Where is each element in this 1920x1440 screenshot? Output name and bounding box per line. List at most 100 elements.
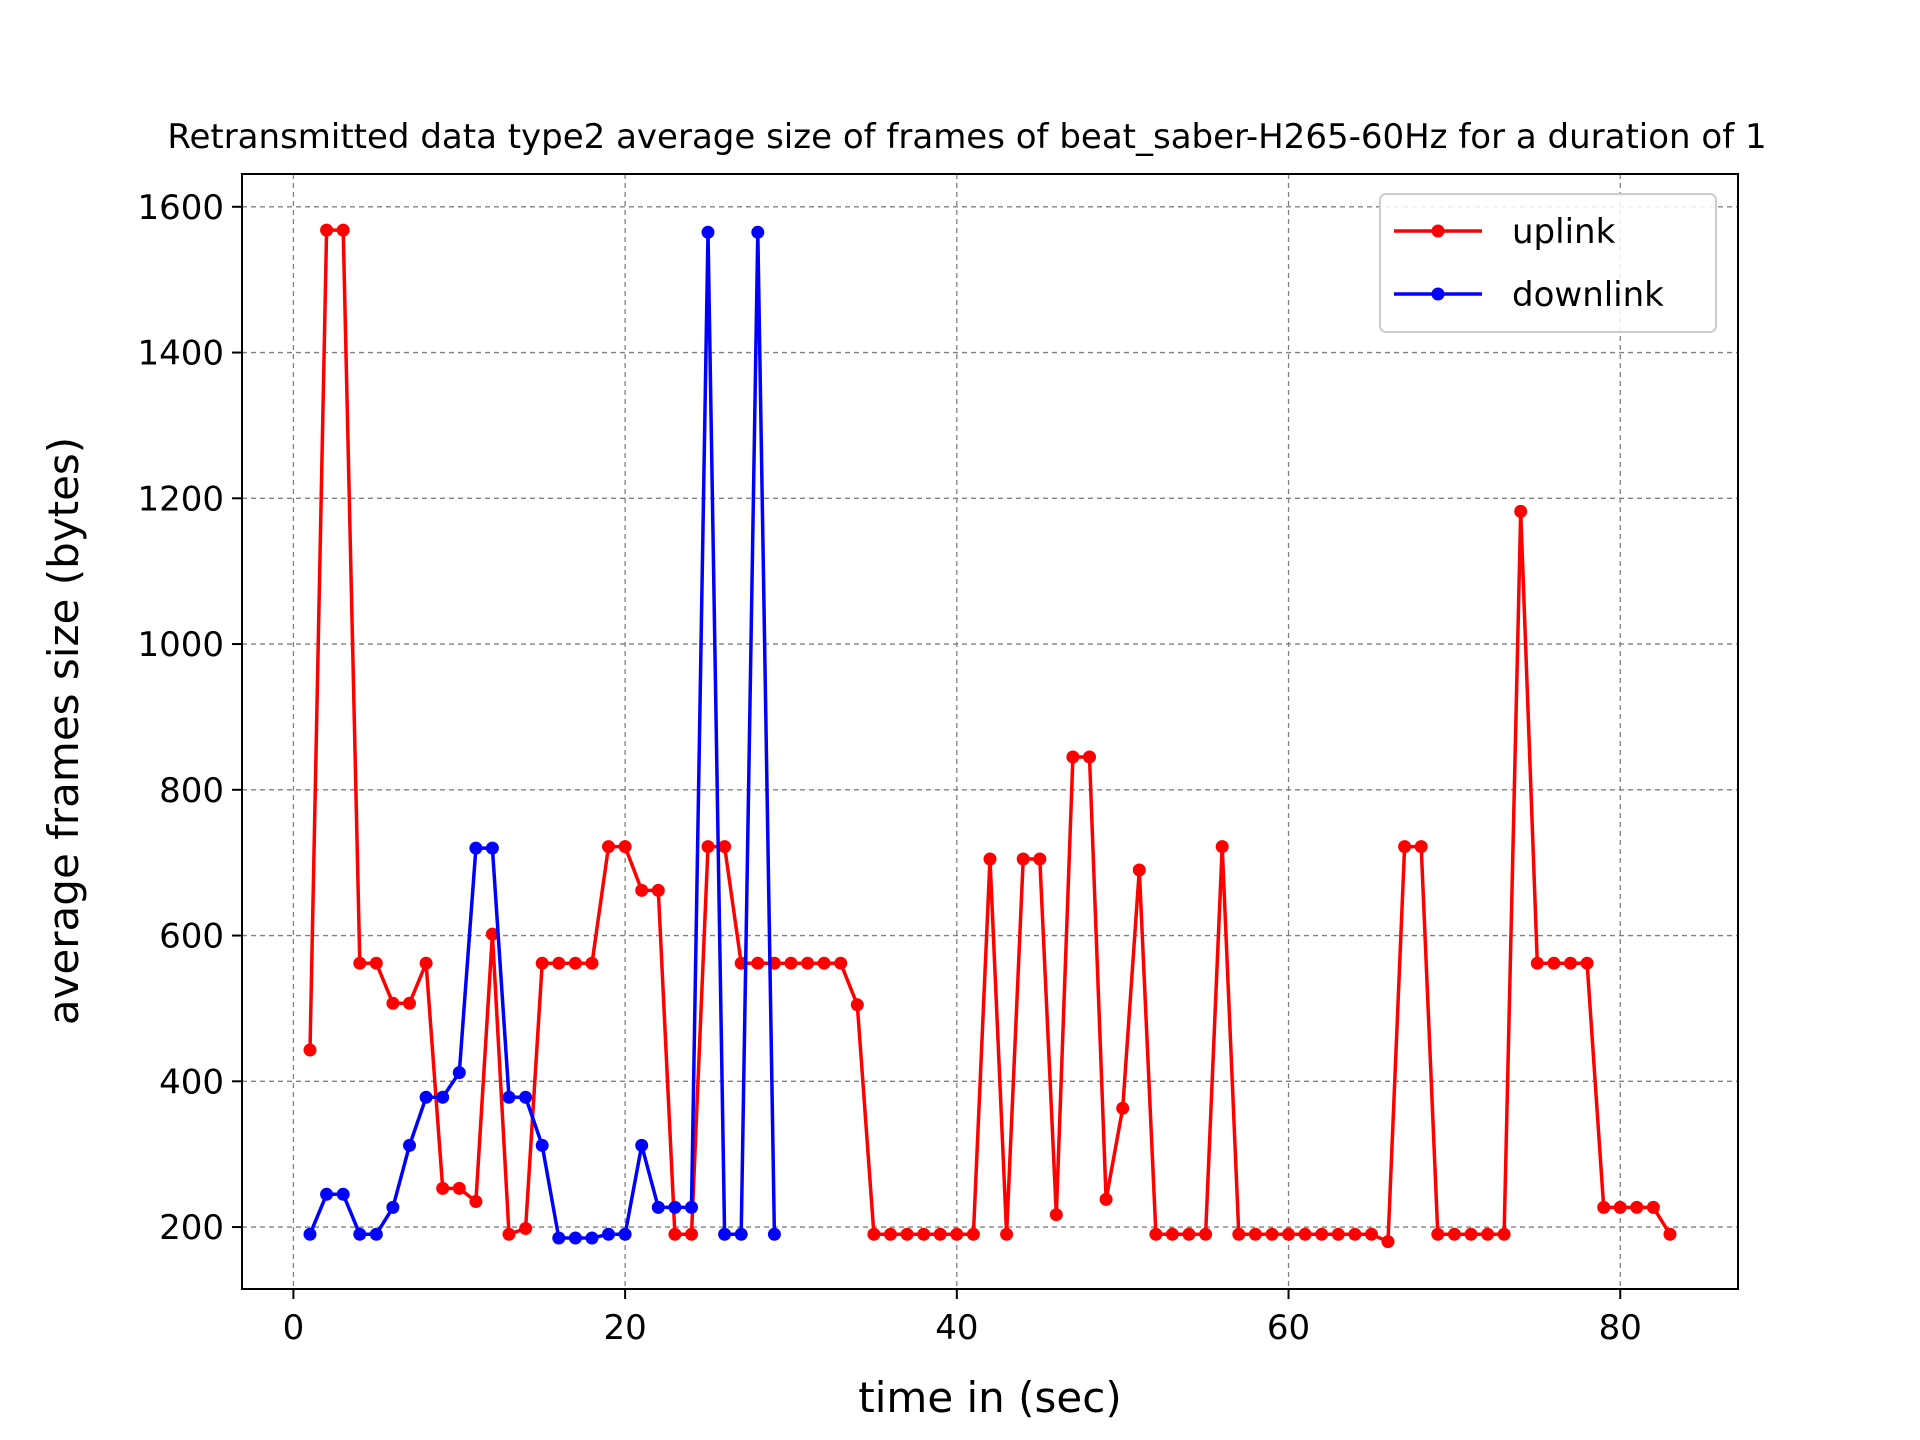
uplink-point (1381, 1235, 1395, 1249)
uplink-point (1497, 1227, 1511, 1241)
uplink-point (950, 1227, 964, 1241)
uplink-point (1464, 1227, 1478, 1241)
uplink-point (966, 1227, 980, 1241)
uplink-point (1132, 863, 1146, 877)
uplink-point (403, 996, 416, 1010)
grid-lines (242, 174, 1738, 1289)
uplink-line (308, 228, 1672, 1244)
uplink-point (635, 883, 649, 897)
uplink-point (1000, 1227, 1014, 1241)
uplink-point (1215, 840, 1229, 854)
x-tick-label: 80 (1599, 1308, 1642, 1348)
uplink-point (320, 223, 334, 237)
downlink-point (386, 1200, 400, 1214)
downlink-point (403, 1138, 416, 1152)
uplink-point (1630, 1200, 1644, 1214)
downlink-point (485, 841, 499, 855)
downlink-point (336, 1187, 350, 1201)
uplink-point (1083, 750, 1096, 764)
downlink-point (552, 1231, 566, 1245)
legend-label: uplink (1512, 212, 1616, 252)
uplink-point (618, 840, 632, 854)
uplink-point (983, 852, 997, 866)
uplink-point (436, 1181, 450, 1195)
downlink-point (419, 1090, 433, 1104)
series-downlink (303, 225, 781, 1245)
y-tick-label: 400 (159, 1062, 224, 1102)
downlink-point (469, 841, 483, 855)
y-tick-label: 200 (159, 1208, 224, 1248)
legend-label: downlink (1512, 275, 1664, 315)
uplink-point (1348, 1227, 1362, 1241)
uplink-point (917, 1227, 931, 1241)
uplink-point (1265, 1227, 1279, 1241)
downlink-point (767, 1227, 781, 1241)
uplink-point (1580, 956, 1594, 970)
uplink-point (884, 1227, 897, 1241)
uplink-point (933, 1227, 947, 1241)
uplink-point (519, 1222, 533, 1235)
uplink-point (1232, 1227, 1246, 1241)
uplink-point (1199, 1227, 1213, 1241)
legend: uplink downlink (1379, 193, 1717, 333)
downlink-point (535, 1138, 549, 1152)
uplink-point (850, 998, 864, 1012)
x-axis-title: time in (sec) (858, 1373, 1121, 1422)
downlink-point (618, 1227, 632, 1241)
uplink-point (867, 1227, 881, 1241)
uplink-point (1298, 1227, 1312, 1241)
uplink-point (1182, 1227, 1196, 1241)
legend-swatch-marker (1431, 287, 1445, 301)
uplink-point (1547, 956, 1561, 970)
legend-entry-uplink: uplink (1394, 212, 1616, 252)
uplink-point (1597, 1200, 1611, 1214)
downlink-point (320, 1187, 334, 1201)
downlink-point (734, 1227, 748, 1241)
axis-ticks: 0 20 40 60 80 200 400 600 800 1000 1200 1400 1600 (137, 188, 1641, 1348)
uplink-point (900, 1227, 914, 1241)
uplink-point (1447, 1227, 1461, 1241)
legend-entry-downlink: downlink (1394, 275, 1664, 315)
uplink-point (353, 956, 367, 970)
uplink-point (1646, 1200, 1660, 1214)
uplink-point (1431, 1227, 1445, 1241)
series-layer (303, 223, 1677, 1249)
uplink-point (1165, 1227, 1179, 1241)
downlink-point (668, 1200, 682, 1214)
uplink-point (1564, 956, 1577, 970)
chart-title: Retransmitted data type2 average size of… (167, 117, 1766, 157)
uplink-point (784, 956, 798, 970)
uplink-point (1315, 1227, 1329, 1241)
downlink-point (303, 1227, 317, 1241)
uplink-point (817, 956, 831, 970)
uplink-point (1016, 852, 1030, 866)
uplink-point (419, 956, 433, 970)
uplink-point (568, 956, 582, 970)
uplink-point (1613, 1200, 1627, 1214)
uplink-point (651, 883, 665, 897)
uplink-point (1663, 1227, 1677, 1241)
downlink-point (436, 1090, 450, 1104)
uplink-point (386, 996, 400, 1010)
plot-frame (241, 173, 1739, 1290)
legend-swatch-marker (1431, 224, 1445, 238)
x-tick-label: 0 (283, 1308, 305, 1348)
downlink-point (651, 1200, 665, 1214)
uplink-point (1530, 956, 1544, 970)
uplink-point (701, 840, 715, 854)
uplink-point (602, 840, 615, 854)
x-tick-label: 60 (1267, 1308, 1310, 1348)
series-uplink (303, 223, 1677, 1249)
uplink-point (535, 956, 549, 970)
downlink-line (308, 230, 777, 1240)
uplink-point (1099, 1192, 1113, 1206)
uplink-point (369, 956, 383, 970)
x-tick-label: 40 (935, 1308, 978, 1348)
downlink-point (685, 1200, 698, 1214)
uplink-point (1049, 1208, 1063, 1222)
uplink-point (1033, 852, 1047, 866)
uplink-point (336, 223, 350, 237)
downlink-point (751, 225, 765, 239)
uplink-point (1398, 840, 1412, 854)
